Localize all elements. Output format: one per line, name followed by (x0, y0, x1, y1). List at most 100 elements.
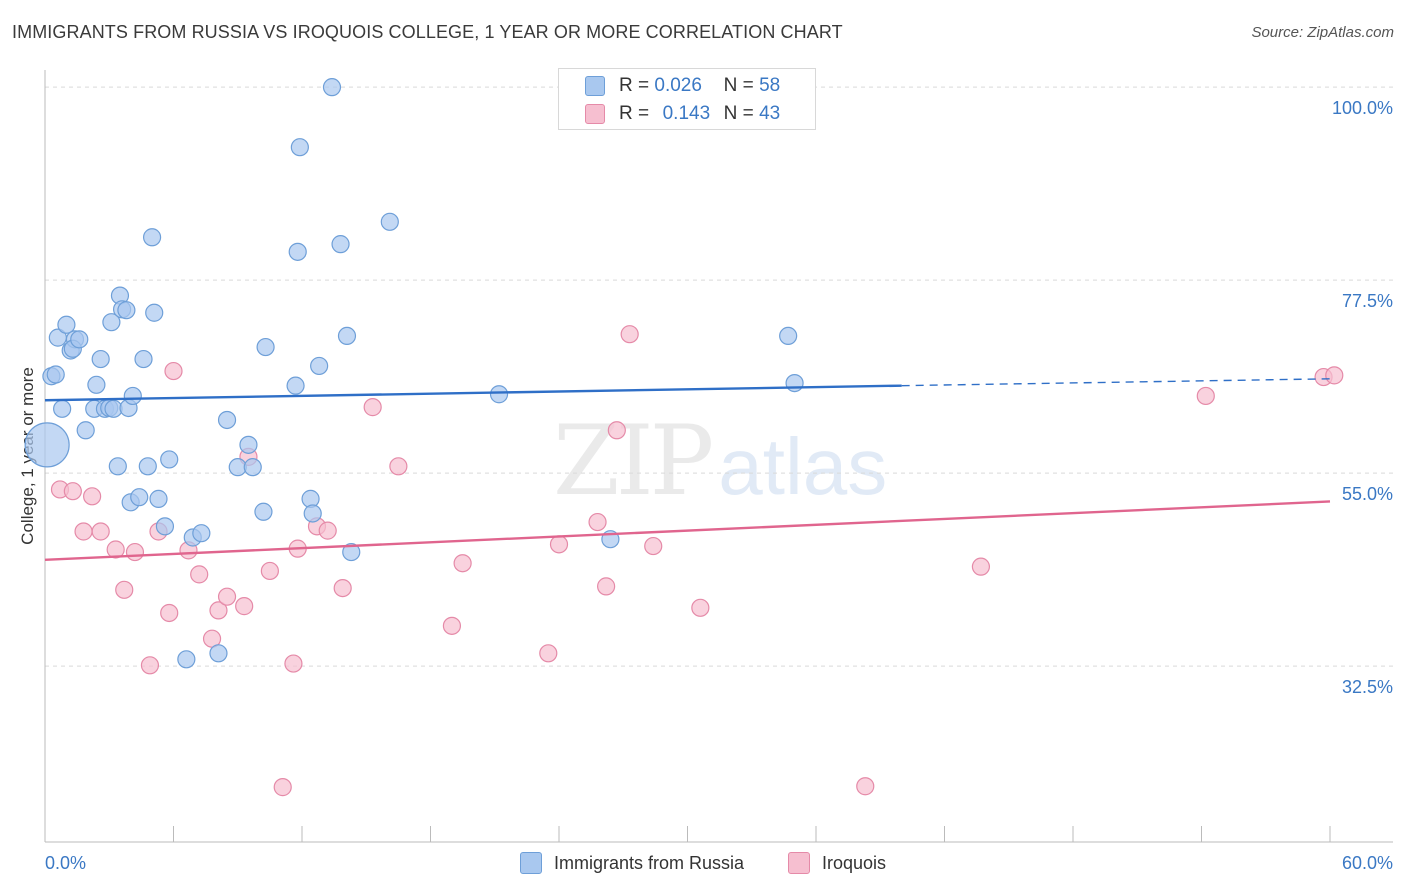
series-label-russia: Immigrants from Russia (553, 852, 744, 873)
source-label: Source: ZipAtlas.com (1251, 24, 1394, 41)
point-iroquois (190, 565, 209, 584)
point-russia (130, 488, 149, 507)
point-iroquois (539, 644, 558, 663)
point-iroquois (597, 577, 616, 596)
point-iroquois (217, 587, 237, 606)
trendline-russia (44, 384, 902, 402)
point-russia (142, 228, 162, 247)
point-russia (117, 301, 136, 320)
point-russia (91, 349, 110, 369)
point-russia (239, 435, 258, 454)
point-iroquois (1325, 366, 1344, 385)
point-russia (24, 422, 70, 468)
series-legend: Immigrants from Russia Iroquois (0, 852, 1406, 874)
point-russia (254, 502, 273, 521)
point-russia (102, 313, 121, 332)
point-iroquois (74, 522, 93, 541)
legend-n-label: N = (723, 75, 754, 96)
point-russia (46, 365, 65, 384)
legend-n-label: N = (723, 103, 754, 124)
point-iroquois (63, 482, 82, 501)
trendline-iroquois (44, 500, 1331, 561)
legend-r-value: 0.026 (654, 75, 702, 96)
point-iroquois (333, 578, 352, 598)
point-iroquois (164, 361, 183, 381)
x-tick-label: 0.0% (45, 853, 86, 873)
point-iroquois (318, 521, 337, 540)
point-russia (243, 458, 262, 477)
point-russia (286, 376, 305, 395)
legend-swatch-iroquois (585, 104, 605, 124)
point-iroquois (260, 561, 279, 581)
point-russia (290, 138, 309, 157)
legend-r-label: R = (619, 75, 650, 96)
point-russia (217, 410, 237, 430)
point-iroquois (273, 778, 292, 797)
trendline-russia-extension (901, 378, 1331, 387)
point-russia (177, 650, 196, 669)
legend-row-iroquois: R = 0.143 N = 43 (585, 101, 780, 127)
x-tick-label: 60.0% (1342, 853, 1393, 873)
point-iroquois (453, 554, 472, 573)
point-iroquois (588, 512, 607, 532)
point-russia (489, 385, 509, 404)
point-iroquois (549, 535, 569, 554)
point-russia (134, 349, 153, 369)
legend-r-value: 0.143 (662, 103, 711, 124)
point-russia (155, 517, 175, 536)
point-russia (337, 326, 357, 346)
legend-n-value: 58 (759, 75, 781, 96)
point-iroquois (115, 580, 134, 599)
point-russia (123, 386, 142, 406)
point-russia (145, 303, 164, 322)
point-russia (149, 489, 168, 508)
y-tick-label: 32.5% (1342, 677, 1393, 697)
point-iroquois (363, 398, 382, 417)
point-iroquois (1196, 386, 1215, 406)
y-tick-label: 55.0% (1342, 484, 1393, 504)
point-russia (380, 212, 399, 231)
point-russia (785, 373, 804, 393)
point-russia (138, 457, 157, 476)
series-label-iroquois: Iroquois (822, 852, 887, 873)
series-legend-iroquois[interactable]: Iroquois (788, 852, 886, 874)
point-russia (322, 78, 342, 97)
series-swatch-russia (519, 852, 542, 874)
point-russia (331, 235, 350, 254)
point-russia (108, 457, 127, 476)
point-iroquois (284, 654, 303, 673)
point-russia (53, 399, 72, 418)
correlation-legend: R = 0.026 N = 58 R = 0.143 N = 43 (558, 68, 816, 130)
point-russia (342, 542, 361, 562)
legend-swatch-russia (585, 76, 605, 96)
legend-r-label: R = (619, 103, 650, 124)
series-legend-russia[interactable]: Immigrants from Russia (519, 852, 744, 874)
point-iroquois (106, 540, 125, 559)
point-russia (310, 356, 329, 376)
point-russia (779, 326, 798, 346)
point-russia (256, 337, 275, 357)
point-iroquois (83, 487, 102, 506)
point-iroquois (644, 536, 663, 556)
y-tick-label: 77.5% (1342, 291, 1393, 311)
point-iroquois (607, 421, 626, 440)
point-russia (303, 504, 322, 523)
point-russia (160, 450, 179, 469)
point-iroquois (235, 597, 254, 616)
y-tick-label: 100.0% (1332, 98, 1393, 118)
legend-n-value: 43 (759, 103, 781, 124)
point-russia (209, 644, 228, 663)
point-iroquois (160, 603, 179, 623)
point-russia (288, 242, 307, 261)
legend-row-russia: R = 0.026 N = 58 (585, 73, 780, 99)
point-iroquois (140, 656, 160, 675)
point-iroquois (856, 777, 875, 796)
point-iroquois (442, 616, 462, 635)
point-iroquois (389, 457, 408, 476)
point-iroquois (691, 598, 710, 617)
point-iroquois (91, 522, 110, 541)
point-iroquois (209, 601, 228, 620)
series-swatch-iroquois (788, 852, 810, 874)
chart-title: IMMIGRANTS FROM RUSSIA VS IROQUOIS COLLE… (12, 22, 843, 42)
